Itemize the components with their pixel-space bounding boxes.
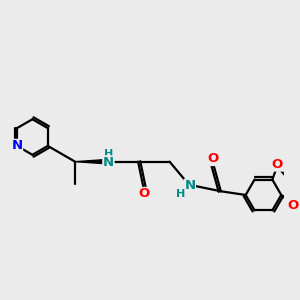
Text: N: N [11,140,22,152]
Text: H: H [176,189,185,199]
Text: N: N [184,179,195,192]
Polygon shape [75,160,106,164]
Text: H: H [104,148,113,158]
Text: O: O [138,188,149,200]
Text: O: O [208,152,219,165]
Text: O: O [287,200,299,212]
Text: N: N [103,156,114,169]
Text: O: O [272,158,283,171]
